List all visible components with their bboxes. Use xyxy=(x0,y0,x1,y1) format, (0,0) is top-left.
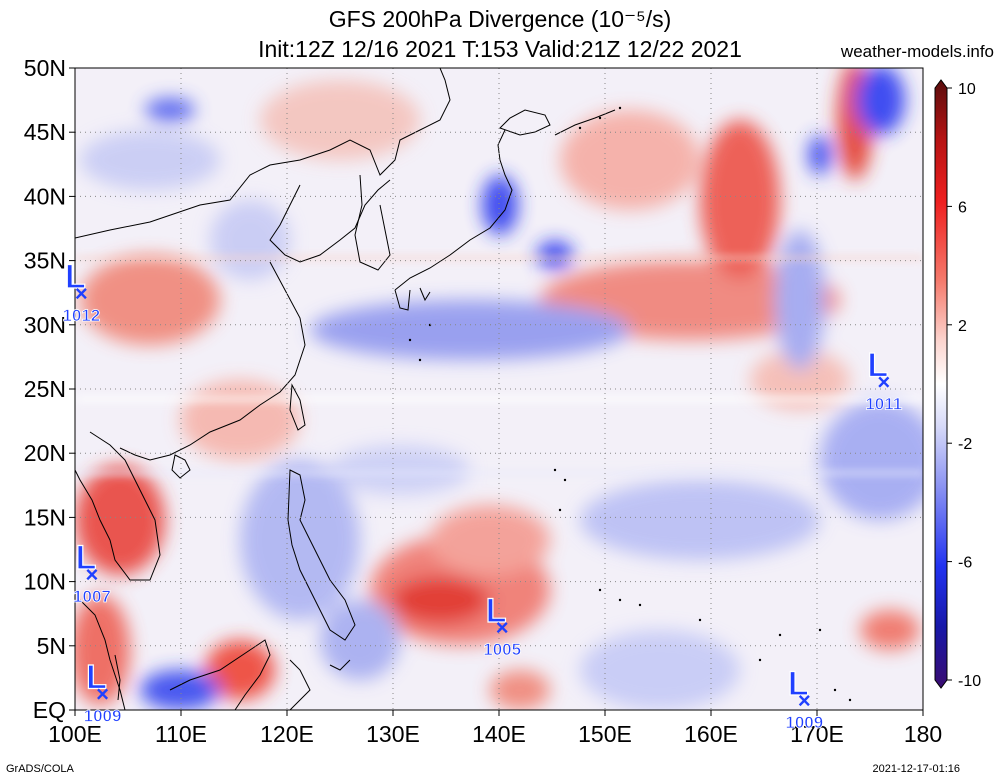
colorbar: 10 6 2 -2 -6 -10 xyxy=(934,79,981,690)
low-pressure-value: 1005 xyxy=(483,640,521,659)
lat-tick-label: 40N xyxy=(24,183,66,209)
low-marker: L×1012 xyxy=(62,257,101,325)
low-letter: L xyxy=(76,539,97,577)
colorbar-label: 10 xyxy=(958,81,976,98)
low-letter: L xyxy=(788,665,809,703)
low-letter: L xyxy=(867,347,888,385)
source-label: weather-models.info xyxy=(840,42,994,61)
low-pressure-value: 1012 xyxy=(62,306,100,325)
graticule xyxy=(75,68,923,710)
map-subtitle: Init:12Z 12/16 2021 T:153 Valid:21Z 12/2… xyxy=(258,36,742,62)
lon-tick-label: 150E xyxy=(578,721,632,747)
lat-tick-label: 20N xyxy=(24,440,66,466)
colorbar-ramp xyxy=(934,79,948,689)
low-marker: L×1009 xyxy=(785,664,824,732)
low-pressure-value: 1007 xyxy=(73,587,111,606)
low-center-icon: × xyxy=(496,615,509,640)
low-pressure-value: 1011 xyxy=(865,395,902,414)
coastlines xyxy=(75,68,616,710)
lat-tick-label: 30N xyxy=(24,312,66,338)
low-pressure-value: 1009 xyxy=(84,707,122,726)
lon-tick-label: 130E xyxy=(366,721,420,747)
lat-tick-label: 10N xyxy=(24,569,66,595)
lat-tick-label: EQ xyxy=(33,697,66,723)
low-center-icon: × xyxy=(877,370,890,395)
islands xyxy=(408,106,852,702)
low-center-icon: × xyxy=(75,281,88,306)
low-marker: L×1009 xyxy=(83,658,122,726)
lon-tick-label: 120E xyxy=(260,721,314,747)
low-center-icon: × xyxy=(96,682,109,707)
colorbar-label: -10 xyxy=(958,673,981,690)
low-letter: L xyxy=(486,592,507,630)
colorbar-label: -6 xyxy=(958,555,972,572)
footer-timestamp: 2021-12-17-01:16 xyxy=(872,763,960,775)
lat-tick-label: 45N xyxy=(24,119,66,145)
colorbar-label: 6 xyxy=(958,199,967,216)
colorbar-label: -2 xyxy=(958,436,972,453)
map-title: GFS 200hPa Divergence (10⁻⁵/s) xyxy=(328,6,672,32)
low-letter: L xyxy=(86,659,107,697)
low-marker: L×1007 xyxy=(73,539,112,607)
low-letter: L xyxy=(65,258,86,296)
lon-tick-label: 170E xyxy=(790,721,844,747)
lon-tick-label: 180 xyxy=(904,721,942,747)
low-center-icon: × xyxy=(798,688,811,713)
low-marker: L×1011 xyxy=(865,346,903,414)
lon-tick-label: 110E xyxy=(155,721,207,747)
lat-tick-label: 15N xyxy=(24,504,66,530)
lat-tick-label: 5N xyxy=(37,633,66,659)
lat-tick-label: 35N xyxy=(24,248,66,274)
lon-tick-label: 160E xyxy=(684,721,738,747)
colorbar-labels: 10 6 2 -2 -6 -10 xyxy=(947,81,981,690)
lat-tick-label: 50N xyxy=(24,55,66,81)
low-pressure-value: 1009 xyxy=(785,713,823,732)
footer-software: GrADS/COLA xyxy=(6,763,74,775)
lat-tick-label: 25N xyxy=(24,376,66,402)
lon-tick-label: 100E xyxy=(48,721,102,747)
lon-tick-label: 140E xyxy=(472,721,526,747)
low-marker: L×1005 xyxy=(483,591,522,659)
colorbar-label: 2 xyxy=(958,318,967,335)
low-center-icon: × xyxy=(86,562,99,587)
